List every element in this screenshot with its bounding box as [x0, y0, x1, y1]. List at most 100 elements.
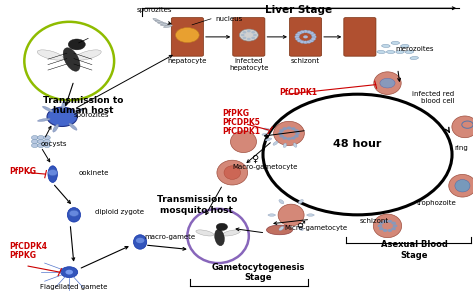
FancyBboxPatch shape	[171, 18, 203, 56]
Ellipse shape	[262, 133, 269, 135]
Ellipse shape	[215, 229, 224, 246]
Text: ♀: ♀	[251, 154, 258, 164]
Circle shape	[31, 139, 38, 144]
Circle shape	[247, 30, 251, 32]
Ellipse shape	[69, 123, 77, 130]
Ellipse shape	[264, 128, 270, 131]
Circle shape	[253, 34, 257, 36]
Text: Transmission to
human host: Transmission to human host	[43, 96, 124, 115]
Text: Flagellated gamete: Flagellated gamete	[40, 284, 108, 290]
Circle shape	[47, 107, 77, 126]
Text: schizont: schizont	[291, 58, 320, 64]
Ellipse shape	[307, 214, 314, 216]
Text: PfCDPK4: PfCDPK4	[9, 242, 47, 251]
Ellipse shape	[217, 160, 247, 185]
Circle shape	[136, 238, 145, 243]
Circle shape	[278, 132, 283, 135]
Circle shape	[31, 143, 38, 148]
Ellipse shape	[273, 141, 278, 145]
Ellipse shape	[62, 101, 66, 109]
Ellipse shape	[279, 226, 284, 231]
Ellipse shape	[298, 199, 303, 204]
Ellipse shape	[222, 230, 240, 236]
Circle shape	[300, 30, 305, 33]
Circle shape	[303, 30, 308, 33]
Circle shape	[247, 38, 251, 40]
Circle shape	[300, 40, 305, 43]
Ellipse shape	[153, 18, 160, 22]
Circle shape	[175, 28, 199, 43]
Circle shape	[287, 126, 292, 129]
Text: infected
hepatocyte: infected hepatocyte	[229, 58, 268, 71]
Ellipse shape	[278, 204, 304, 226]
Text: Asexual Blood
Stage: Asexual Blood Stage	[381, 241, 447, 260]
Ellipse shape	[155, 20, 164, 23]
Circle shape	[391, 227, 396, 230]
Circle shape	[294, 135, 299, 138]
Circle shape	[303, 41, 308, 44]
Circle shape	[216, 223, 228, 231]
Ellipse shape	[396, 51, 404, 53]
Circle shape	[378, 225, 383, 227]
Text: ♂: ♂	[296, 220, 305, 230]
Circle shape	[309, 32, 314, 35]
Text: PfPKG: PfPKG	[9, 167, 36, 176]
Circle shape	[283, 127, 287, 130]
Ellipse shape	[401, 45, 409, 48]
Circle shape	[279, 129, 284, 132]
Ellipse shape	[455, 179, 470, 192]
FancyBboxPatch shape	[290, 18, 321, 56]
Ellipse shape	[374, 214, 401, 238]
Circle shape	[251, 37, 255, 39]
Circle shape	[379, 221, 384, 225]
Ellipse shape	[377, 50, 385, 54]
Ellipse shape	[37, 50, 64, 60]
Ellipse shape	[268, 214, 275, 216]
Text: macro-gamete: macro-gamete	[145, 235, 196, 241]
Text: sporozites: sporozites	[137, 7, 172, 13]
Circle shape	[65, 270, 73, 275]
Circle shape	[31, 135, 38, 140]
FancyBboxPatch shape	[344, 18, 376, 56]
Circle shape	[380, 78, 395, 88]
Circle shape	[297, 39, 302, 42]
Text: infected red
blood cell: infected red blood cell	[412, 91, 455, 104]
Ellipse shape	[230, 131, 256, 152]
Ellipse shape	[48, 166, 57, 182]
Text: Liver Stage: Liver Stage	[265, 5, 332, 15]
Text: Gametocytogenesis
Stage: Gametocytogenesis Stage	[211, 263, 305, 282]
Text: sporozites: sporozites	[74, 112, 109, 118]
Text: 48 hour: 48 hour	[333, 139, 382, 149]
Circle shape	[295, 33, 300, 36]
Ellipse shape	[283, 143, 287, 148]
Circle shape	[68, 39, 85, 50]
Circle shape	[311, 38, 316, 41]
Circle shape	[383, 220, 388, 223]
Ellipse shape	[53, 124, 59, 132]
Ellipse shape	[374, 72, 401, 95]
Ellipse shape	[164, 25, 173, 28]
Circle shape	[243, 37, 246, 39]
Circle shape	[295, 132, 300, 135]
Text: trophozoite: trophozoite	[417, 200, 457, 206]
Text: PfPKG: PfPKG	[9, 251, 36, 260]
Circle shape	[379, 227, 384, 230]
Circle shape	[251, 31, 255, 34]
Ellipse shape	[134, 235, 147, 249]
Circle shape	[44, 139, 50, 144]
FancyBboxPatch shape	[233, 18, 265, 56]
Circle shape	[37, 143, 44, 148]
Ellipse shape	[382, 45, 390, 48]
Text: ring: ring	[455, 145, 469, 152]
Circle shape	[279, 135, 284, 138]
Ellipse shape	[158, 22, 167, 25]
Circle shape	[306, 40, 311, 43]
Text: PfCDPK1: PfCDPK1	[222, 127, 260, 136]
Circle shape	[383, 229, 388, 232]
Circle shape	[295, 35, 300, 38]
Text: ookinete: ookinete	[79, 170, 109, 176]
Ellipse shape	[386, 51, 395, 53]
Text: PfCDPK5: PfCDPK5	[222, 118, 260, 127]
Ellipse shape	[161, 24, 170, 26]
Circle shape	[37, 139, 44, 144]
